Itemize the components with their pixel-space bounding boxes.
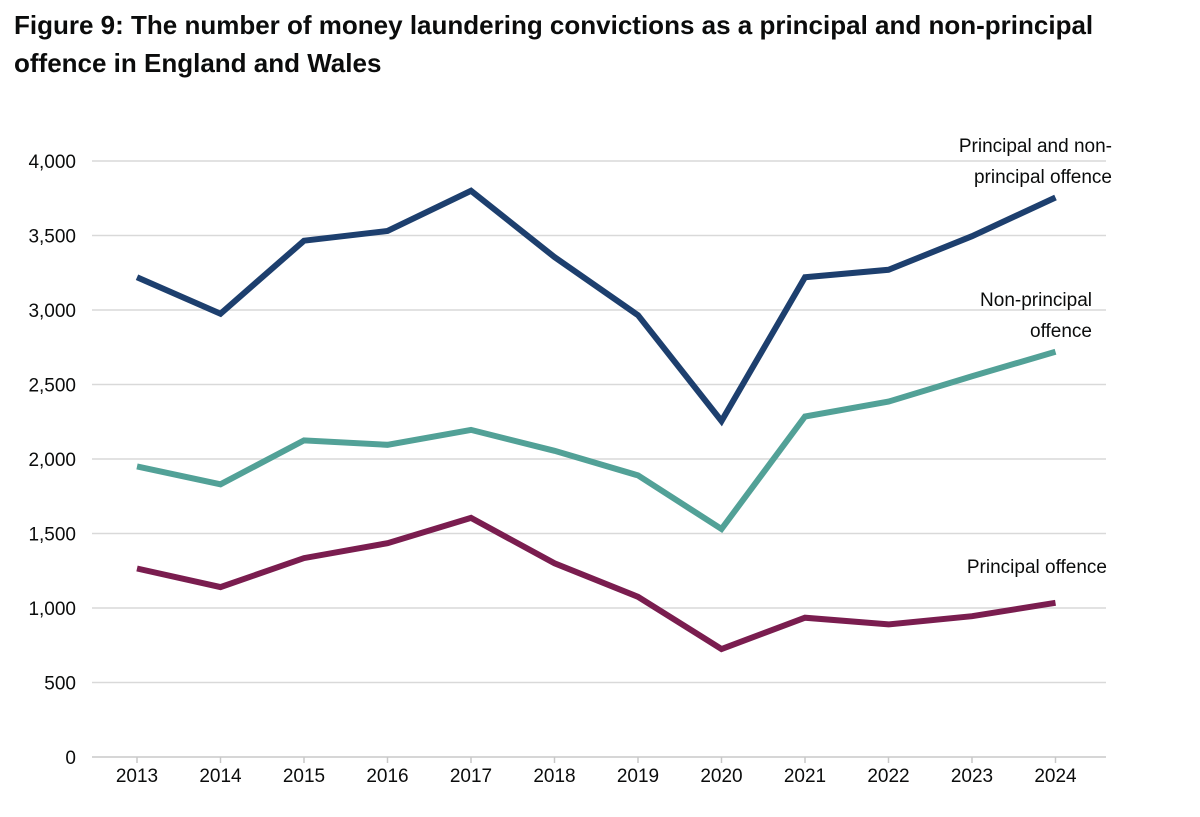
x-tick-label: 2023	[951, 766, 993, 787]
series-lines	[135, 187, 1057, 653]
y-tick-label: 500	[44, 674, 76, 695]
chart-title: Figure 9: The number of money laundering…	[14, 10, 1094, 78]
x-axis: 2013 2014 2015 2016 2017 2018 2019 2020 2021 2022…	[92, 756, 1106, 787]
y-tick-label: 2,000	[28, 450, 76, 471]
x-tick-label: 2022	[867, 766, 909, 787]
x-tick-label: 2024	[1034, 766, 1077, 787]
x-tick-label: 2016	[366, 766, 408, 787]
series-line-principal	[136, 514, 1056, 653]
x-tick-label: 2014	[199, 766, 242, 787]
y-tick-label: 1,500	[28, 525, 76, 546]
x-tick-label: 2019	[617, 766, 659, 787]
y-tick-label: 1,000	[28, 599, 76, 620]
series-label-non-principal: Non-principal	[980, 290, 1092, 311]
y-tick-label: 0	[65, 748, 76, 769]
y-tick-label: 3,500	[28, 227, 76, 248]
x-tick-label: 2020	[700, 766, 742, 787]
x-tick-label: 2018	[533, 766, 575, 787]
x-tick-label: 2015	[283, 766, 325, 787]
y-tick-label: 4,000	[28, 152, 76, 173]
series-label-total: principal offence	[974, 167, 1112, 188]
x-tick-label: 2017	[450, 766, 492, 787]
x-tick-label: 2021	[784, 766, 826, 787]
y-tick-label: 2,500	[28, 376, 76, 397]
gridlines	[92, 160, 1106, 684]
series-label-principal: Principal offence	[967, 557, 1107, 578]
series-line-total	[135, 187, 1057, 427]
series-line-non-principal	[136, 348, 1057, 534]
y-tick-label: 3,000	[28, 301, 76, 322]
series-label-non-principal: offence	[1030, 321, 1092, 342]
series-labels: Principal and non-principal offence Non-p…	[959, 136, 1112, 578]
y-axis-ticks: 0 500 1,000 1,500 2,000 2,500 3,000 3,500 4,000	[28, 152, 76, 769]
series-label-total: Principal and non-	[959, 136, 1112, 157]
x-tick-label: 2013	[116, 766, 158, 787]
